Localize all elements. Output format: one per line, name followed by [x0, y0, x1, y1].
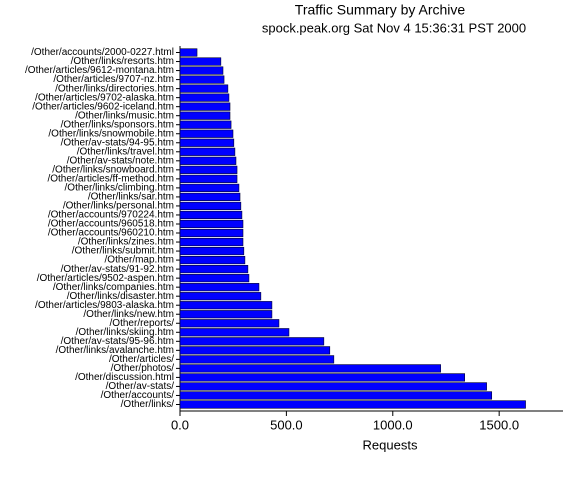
chart-title: Traffic Summary by Archive — [295, 2, 466, 18]
y-tick-label: /Other/links/new.htm — [83, 309, 174, 320]
y-tick-label: /Other/links/resorts.htm — [71, 56, 174, 67]
bar — [179, 57, 222, 66]
y-tick-label: /Other/accounts/960518.htm — [48, 219, 174, 230]
y-tick-label: /Other/accounts/960210.htm — [48, 228, 174, 239]
bar — [179, 391, 493, 400]
bar — [179, 355, 335, 364]
y-tick-label: /Other/articles/9702-alaska.htm — [35, 92, 174, 103]
x-tick-label: 1500.0 — [479, 417, 519, 432]
y-tick-label: /Other/links/climbing.htm — [65, 183, 174, 194]
bar — [179, 301, 273, 310]
y-tick-label: /Other/articles/9612-montana.htm — [25, 65, 174, 76]
y-tick-label: /Other/av-stats/91-92.htm — [61, 264, 174, 275]
x-tick-label: 1000.0 — [373, 417, 413, 432]
bar — [179, 165, 238, 174]
bar — [179, 228, 244, 238]
bar — [179, 75, 225, 84]
y-tick-label: /Other/links/travel.htm — [77, 146, 174, 157]
bar — [179, 400, 526, 409]
x-tick-label: 0.0 — [171, 417, 189, 432]
y-tick-label: /Other/articles/ff-method.htm — [47, 174, 174, 185]
bar — [179, 265, 249, 274]
y-tick-label: /Other/links/sponsors.htm — [61, 119, 174, 130]
bar — [179, 129, 234, 138]
bar — [179, 174, 238, 183]
y-tick-label: /Other/discussion.html — [75, 372, 174, 383]
y-tick-label: /Other/links/avalanche.htm — [56, 345, 174, 356]
y-tick-label: /Other/links/companies.htm — [53, 282, 174, 293]
y-tick-label: /Other/links/music.htm — [75, 110, 174, 121]
bar — [179, 102, 231, 111]
x-tick-label: 500.0 — [270, 417, 303, 432]
bar — [179, 255, 246, 265]
bar — [179, 192, 241, 202]
y-tick-label: /Other/av-stats/94-95.htm — [61, 137, 174, 148]
bar — [179, 246, 245, 256]
y-tick-label: /Other/links/zines.htm — [78, 237, 174, 248]
y-tick-label: /Other/links/directories.htm — [55, 83, 174, 94]
y-tick-label: /Other/articles/9502-aspen.htm — [37, 273, 174, 284]
y-tick-label: /Other/accounts/ — [101, 390, 175, 401]
y-tick-label: /Other/links/snowboard.htm — [52, 164, 174, 175]
bar — [179, 138, 235, 147]
bar — [179, 310, 273, 319]
bar — [179, 111, 231, 120]
bar — [179, 120, 232, 129]
bar — [179, 328, 290, 337]
y-tick-label: /Other/articles/9707-nz.htm — [53, 74, 174, 85]
bar — [179, 382, 487, 391]
bar — [179, 283, 260, 292]
bar — [179, 84, 229, 93]
bar — [179, 156, 237, 165]
bar — [179, 364, 441, 373]
y-tick-label: /Other/links/skiing.htm — [76, 327, 174, 338]
y-tick-label: /Other/photos/ — [111, 363, 175, 374]
y-tick-label: /Other/links/disaster.htm — [67, 291, 174, 302]
y-tick-label: /Other/articles/9803-alaska.htm — [35, 300, 174, 311]
y-tick-label: /Other/articles/ — [109, 354, 174, 365]
y-tick-label: /Other/accounts/2000-0227.html — [31, 47, 174, 58]
chart-subtitle: spock.peak.org Sat Nov 4 15:36:31 PST 20… — [262, 20, 526, 35]
x-axis-label: Requests — [363, 437, 418, 452]
y-tick-label: /Other/links/ — [121, 399, 175, 410]
bar — [179, 210, 243, 220]
bar — [179, 66, 224, 75]
bar — [179, 319, 280, 328]
y-tick-label: /Other/av-stats/ — [106, 381, 175, 392]
y-tick-label: /Other/map.htm — [105, 255, 174, 266]
bar — [179, 274, 250, 283]
bar — [179, 183, 240, 192]
bar — [179, 292, 262, 301]
y-tick-label: /Other/accounts/970224.htm — [48, 210, 174, 221]
bar — [179, 201, 242, 211]
y-tick-label: /Other/av-stats/95-96.htm — [61, 336, 174, 347]
y-tick-label: /Other/articles/9602-iceland.htm — [32, 101, 174, 112]
bar — [179, 373, 465, 382]
y-tick-label: /Other/links/submit.htm — [72, 246, 174, 257]
bar — [179, 93, 230, 102]
bar — [179, 346, 331, 355]
y-tick-label: /Other/reports/ — [110, 318, 175, 329]
bar — [179, 48, 198, 57]
y-tick-label: /Other/links/sar.htm — [88, 192, 174, 203]
bar — [179, 337, 325, 346]
bar — [179, 219, 244, 229]
bar — [179, 237, 244, 247]
y-tick-label: /Other/links/snowmobile.htm — [48, 128, 174, 139]
bar — [179, 147, 236, 156]
y-tick-label: /Other/links/personal.htm — [63, 201, 174, 212]
y-tick-label: /Other/av-stats/note.htm — [67, 155, 174, 166]
